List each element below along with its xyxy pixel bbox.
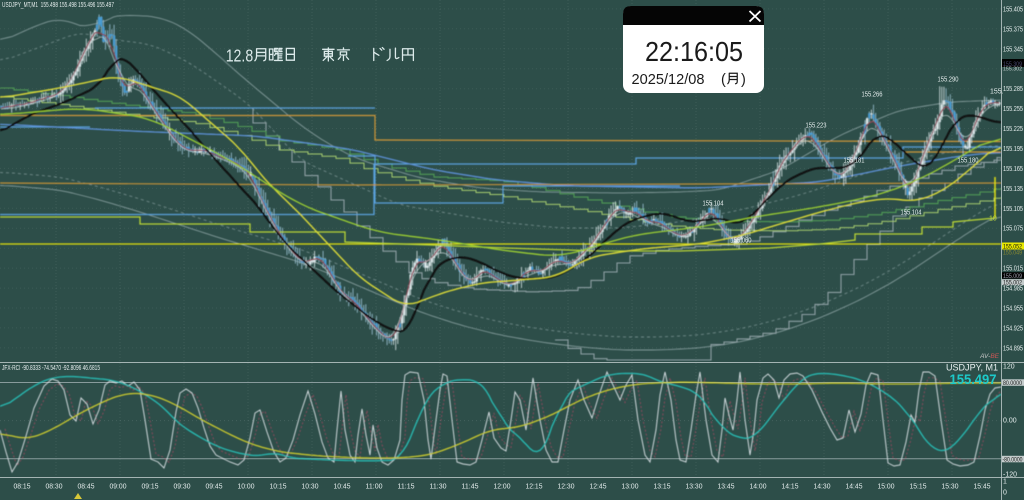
svg-text:AV-BE: AV-BE bbox=[979, 353, 1000, 360]
svg-text:15:30: 15:30 bbox=[942, 484, 959, 491]
svg-text:154.925: 154.925 bbox=[1003, 325, 1023, 332]
svg-text:09:45: 09:45 bbox=[206, 484, 223, 491]
svg-text:155.165: 155.165 bbox=[1003, 166, 1023, 173]
svg-text:USDJPY_MT,M1 155.498 155.498: USDJPY_MT,M1 155.498 155.498 155.496 155… bbox=[2, 2, 114, 9]
svg-text:08:15: 08:15 bbox=[14, 484, 31, 491]
svg-text:2025/12/08: 2025/12/08 bbox=[632, 72, 705, 88]
svg-text:155.002: 155.002 bbox=[1003, 280, 1022, 287]
svg-text:13:15: 13:15 bbox=[654, 484, 671, 491]
svg-text:-120: -120 bbox=[1003, 472, 1017, 479]
svg-text:155.302: 155.302 bbox=[1003, 67, 1022, 73]
svg-text:14:15: 14:15 bbox=[782, 484, 799, 491]
svg-text:155.075: 155.075 bbox=[1003, 226, 1023, 233]
svg-text:155.497: 155.497 bbox=[950, 371, 997, 387]
svg-text:155.345: 155.345 bbox=[1003, 46, 1023, 53]
svg-text:08:30: 08:30 bbox=[46, 484, 63, 491]
svg-text:80.0000: 80.0000 bbox=[1003, 381, 1023, 387]
svg-text:12:30: 12:30 bbox=[558, 484, 575, 491]
svg-text:10:30: 10:30 bbox=[302, 484, 319, 491]
svg-text:JFX-RCI -90.8333 -74.5470 -92.: JFX-RCI -90.8333 -74.5470 -92.8096 46.68… bbox=[2, 365, 100, 372]
svg-text:09:15: 09:15 bbox=[142, 484, 159, 491]
svg-text:14:00: 14:00 bbox=[750, 484, 767, 491]
svg-text:13:45: 13:45 bbox=[718, 484, 735, 491]
svg-text:155.223: 155.223 bbox=[806, 123, 827, 130]
svg-text:14:45: 14:45 bbox=[846, 484, 863, 491]
svg-text:15:00: 15:00 bbox=[878, 484, 895, 491]
svg-text:155.225: 155.225 bbox=[1003, 126, 1023, 133]
svg-text:-80.0000: -80.0000 bbox=[1003, 457, 1024, 463]
svg-text:11:15: 11:15 bbox=[398, 484, 415, 491]
svg-text:155.266: 155.266 bbox=[862, 92, 883, 99]
svg-text:0: 0 bbox=[1003, 490, 1007, 497]
svg-text:120: 120 bbox=[1003, 364, 1015, 371]
svg-text:10:00: 10:00 bbox=[238, 484, 255, 491]
svg-text:22:16:05: 22:16:05 bbox=[645, 36, 743, 67]
svg-text:09:30: 09:30 bbox=[174, 484, 191, 491]
svg-text:09:00: 09:00 bbox=[110, 484, 127, 491]
svg-text:155.405: 155.405 bbox=[1003, 6, 1023, 13]
svg-text:11:00: 11:00 bbox=[366, 484, 383, 491]
svg-text:155.290: 155.290 bbox=[938, 77, 959, 84]
svg-text:12:15: 12:15 bbox=[526, 484, 543, 491]
svg-text:155.104: 155.104 bbox=[901, 210, 922, 217]
svg-text:155.060: 155.060 bbox=[731, 238, 752, 245]
svg-text:USDJPY, M1: USDJPY, M1 bbox=[946, 363, 998, 374]
svg-text:155.255: 155.255 bbox=[1003, 106, 1023, 113]
svg-text:11:45: 11:45 bbox=[462, 484, 479, 491]
svg-text:): ) bbox=[741, 72, 746, 88]
svg-text:10:45: 10:45 bbox=[334, 484, 351, 491]
svg-text:154.895: 154.895 bbox=[1003, 345, 1023, 352]
svg-text:155.180: 155.180 bbox=[958, 158, 979, 165]
svg-text:155.195: 155.195 bbox=[1003, 146, 1023, 153]
svg-text:155.009: 155.009 bbox=[1003, 273, 1022, 280]
svg-text:12:00: 12:00 bbox=[494, 484, 511, 491]
svg-text:155.105: 155.105 bbox=[1003, 206, 1023, 213]
svg-text:155.015: 155.015 bbox=[1003, 266, 1023, 273]
svg-text:08:45: 08:45 bbox=[78, 484, 95, 491]
svg-text:(: ( bbox=[721, 72, 726, 88]
svg-text:13:30: 13:30 bbox=[686, 484, 703, 491]
svg-text:155.049: 155.049 bbox=[1003, 251, 1023, 257]
svg-text:155.: 155. bbox=[990, 89, 1004, 96]
svg-text:154.985: 154.985 bbox=[1003, 286, 1023, 293]
svg-text:155.104: 155.104 bbox=[703, 201, 724, 208]
svg-text:155.375: 155.375 bbox=[1003, 26, 1023, 33]
svg-text:12.8: 12.8 bbox=[226, 45, 254, 65]
svg-text:155.135: 155.135 bbox=[1003, 186, 1023, 193]
svg-text:10:15: 10:15 bbox=[270, 484, 287, 491]
svg-text:0.00: 0.00 bbox=[1003, 418, 1017, 425]
svg-text:10: 10 bbox=[989, 216, 997, 223]
svg-text:13:00: 13:00 bbox=[622, 484, 639, 491]
svg-text:155.181: 155.181 bbox=[844, 158, 865, 165]
svg-text:155.309: 155.309 bbox=[1003, 61, 1022, 68]
svg-text:155.052: 155.052 bbox=[1003, 244, 1022, 251]
svg-text:15:45: 15:45 bbox=[974, 484, 991, 491]
svg-text:14:30: 14:30 bbox=[814, 484, 831, 491]
svg-text:11:30: 11:30 bbox=[430, 484, 447, 491]
svg-text:155.285: 155.285 bbox=[1003, 86, 1023, 93]
svg-text:12:45: 12:45 bbox=[590, 484, 607, 491]
svg-text:15:15: 15:15 bbox=[910, 484, 927, 491]
svg-text:154.955: 154.955 bbox=[1003, 306, 1023, 313]
svg-text:1: 1 bbox=[1003, 479, 1007, 486]
